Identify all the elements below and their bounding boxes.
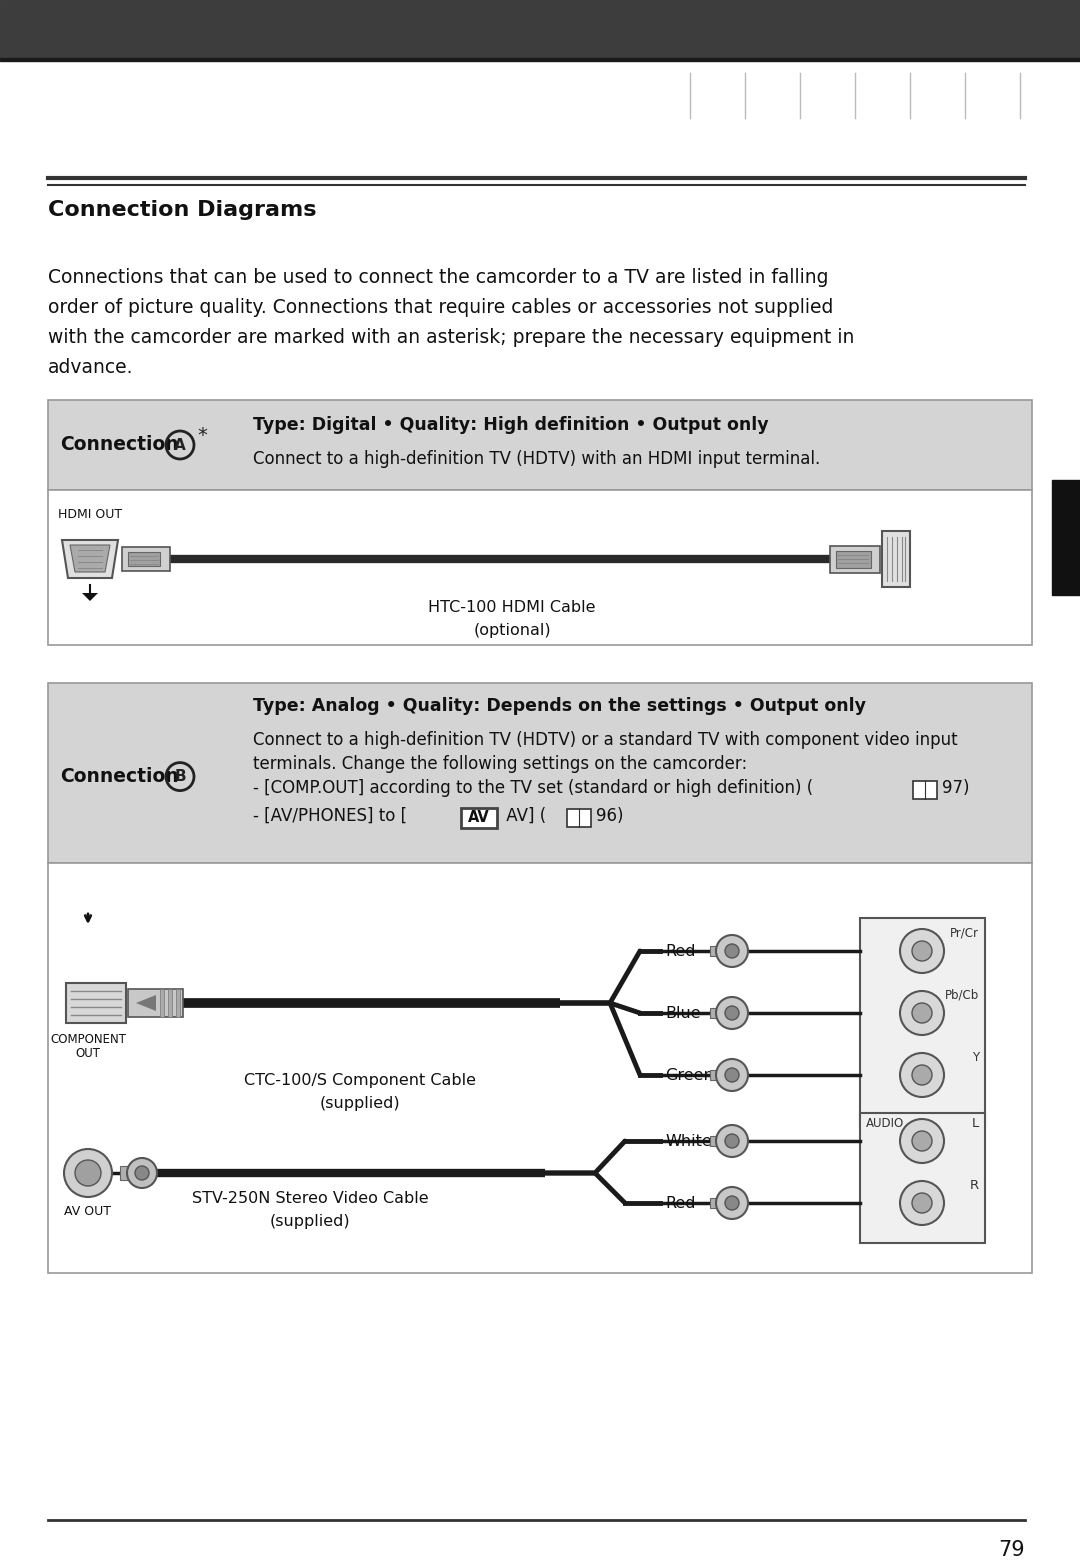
Bar bbox=[48, 863, 1032, 1273]
Text: OUT: OUT bbox=[76, 1047, 100, 1059]
Text: AV OUT: AV OUT bbox=[65, 1204, 111, 1218]
Circle shape bbox=[725, 1134, 739, 1148]
Polygon shape bbox=[70, 544, 110, 573]
Bar bbox=[710, 1070, 728, 1080]
Text: Y: Y bbox=[972, 1051, 978, 1064]
Bar bbox=[0, 58, 1080, 61]
Circle shape bbox=[900, 1053, 944, 1097]
Bar bbox=[129, 552, 160, 566]
Text: STV-250N Stereo Video Cable: STV-250N Stereo Video Cable bbox=[191, 1190, 429, 1206]
Circle shape bbox=[725, 1006, 739, 1020]
Bar bbox=[129, 989, 183, 1017]
Text: 79: 79 bbox=[998, 1540, 1025, 1560]
Circle shape bbox=[912, 1193, 932, 1214]
Bar bbox=[160, 989, 164, 1017]
Circle shape bbox=[716, 1125, 748, 1158]
Text: Green: Green bbox=[665, 1067, 714, 1083]
Bar bbox=[176, 989, 180, 1017]
Circle shape bbox=[716, 997, 748, 1030]
Text: 97): 97) bbox=[942, 778, 970, 797]
Text: 96): 96) bbox=[596, 807, 623, 825]
Circle shape bbox=[75, 1161, 102, 1186]
Text: - [COMP.OUT] according to the TV set (standard or high definition) (: - [COMP.OUT] according to the TV set (st… bbox=[253, 778, 813, 797]
Text: - [AV/PHONES] to [: - [AV/PHONES] to [ bbox=[253, 807, 407, 825]
Bar bbox=[882, 530, 910, 587]
Bar bbox=[1052, 480, 1080, 594]
Circle shape bbox=[716, 1187, 748, 1218]
Text: Pb/Cb: Pb/Cb bbox=[945, 989, 978, 1002]
Text: (supplied): (supplied) bbox=[270, 1214, 350, 1229]
Bar bbox=[710, 1008, 728, 1019]
Bar bbox=[710, 945, 728, 956]
Circle shape bbox=[64, 1150, 112, 1197]
Circle shape bbox=[900, 1181, 944, 1225]
Text: B: B bbox=[174, 769, 186, 785]
Text: AV: AV bbox=[468, 811, 490, 825]
Text: with the camcorder are marked with an asterisk; prepare the necessary equipment : with the camcorder are marked with an as… bbox=[48, 328, 854, 346]
Text: HDMI OUT: HDMI OUT bbox=[58, 509, 122, 521]
Text: Connection Diagrams: Connection Diagrams bbox=[48, 200, 316, 220]
Circle shape bbox=[725, 944, 739, 958]
Circle shape bbox=[725, 1069, 739, 1083]
Text: Connections that can be used to connect the camcorder to a TV are listed in fall: Connections that can be used to connect … bbox=[48, 268, 828, 287]
Bar bbox=[66, 983, 126, 1023]
Bar bbox=[168, 989, 172, 1017]
Bar bbox=[831, 546, 880, 573]
Text: AUDIO: AUDIO bbox=[866, 1117, 904, 1129]
Bar bbox=[120, 1165, 134, 1179]
Bar bbox=[913, 782, 937, 799]
Polygon shape bbox=[136, 995, 156, 1011]
Circle shape bbox=[912, 1003, 932, 1023]
Text: *: * bbox=[197, 426, 207, 445]
Text: order of picture quality. Connections that require cables or accessories not sup: order of picture quality. Connections th… bbox=[48, 298, 834, 317]
Text: AV] (: AV] ( bbox=[501, 807, 546, 825]
Text: Pr/Cr: Pr/Cr bbox=[950, 927, 978, 941]
Text: COMPONENT: COMPONENT bbox=[50, 1033, 126, 1047]
Text: Connection: Connection bbox=[60, 768, 178, 786]
Circle shape bbox=[127, 1158, 157, 1189]
Text: Connect to a high-definition TV (HDTV) with an HDMI input terminal.: Connect to a high-definition TV (HDTV) w… bbox=[253, 449, 820, 468]
Text: CTC-100/S Component Cable: CTC-100/S Component Cable bbox=[244, 1073, 476, 1087]
Text: Connect to a high-definition TV (HDTV) or a standard TV with component video inp: Connect to a high-definition TV (HDTV) o… bbox=[253, 732, 958, 749]
Text: advance.: advance. bbox=[48, 357, 134, 378]
Text: Blue: Blue bbox=[665, 1006, 701, 1020]
Circle shape bbox=[912, 1131, 932, 1151]
Text: White: White bbox=[665, 1134, 712, 1148]
Text: Red: Red bbox=[665, 1195, 696, 1211]
Circle shape bbox=[716, 1059, 748, 1090]
Bar bbox=[461, 808, 497, 828]
Text: terminals. Change the following settings on the camcorder:: terminals. Change the following settings… bbox=[253, 755, 747, 774]
Text: (supplied): (supplied) bbox=[320, 1097, 401, 1111]
Polygon shape bbox=[82, 593, 98, 601]
Bar bbox=[48, 683, 1032, 863]
Bar bbox=[567, 810, 591, 827]
Bar bbox=[48, 399, 1032, 490]
Bar bbox=[0, 0, 1080, 58]
Text: Red: Red bbox=[665, 944, 696, 958]
Circle shape bbox=[900, 1119, 944, 1164]
Bar bbox=[710, 1198, 728, 1207]
Text: A: A bbox=[174, 437, 186, 452]
Text: Type: Digital • Quality: High definition • Output only: Type: Digital • Quality: High definition… bbox=[253, 417, 769, 434]
Text: (optional): (optional) bbox=[473, 622, 551, 638]
Circle shape bbox=[725, 1197, 739, 1211]
Bar bbox=[860, 1112, 985, 1243]
Bar bbox=[710, 1136, 728, 1147]
Text: HTC-100 HDMI Cable: HTC-100 HDMI Cable bbox=[429, 601, 596, 615]
Text: L: L bbox=[972, 1117, 978, 1129]
Bar bbox=[48, 490, 1032, 644]
Circle shape bbox=[912, 941, 932, 961]
Circle shape bbox=[900, 991, 944, 1034]
Polygon shape bbox=[62, 540, 118, 579]
Circle shape bbox=[716, 934, 748, 967]
Circle shape bbox=[135, 1165, 149, 1179]
Bar bbox=[122, 548, 170, 571]
Text: Type: Analog • Quality: Depends on the settings • Output only: Type: Analog • Quality: Depends on the s… bbox=[253, 697, 866, 714]
Text: R: R bbox=[970, 1179, 978, 1192]
Bar bbox=[860, 917, 985, 1128]
Circle shape bbox=[900, 930, 944, 973]
Text: Connection: Connection bbox=[60, 435, 178, 454]
Bar bbox=[836, 551, 870, 568]
Circle shape bbox=[912, 1065, 932, 1086]
